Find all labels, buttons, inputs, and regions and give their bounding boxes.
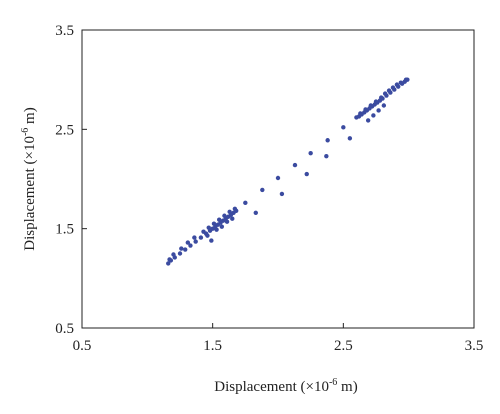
- data-points: [166, 77, 410, 266]
- data-point: [341, 125, 346, 130]
- data-point: [279, 191, 285, 197]
- data-point: [403, 77, 409, 82]
- data-point: [232, 206, 238, 211]
- data-point: [381, 103, 387, 108]
- data-point: [382, 91, 388, 96]
- x-tick-label: 0.5: [73, 338, 92, 354]
- data-point: [371, 113, 376, 118]
- y-tick-label: 3.5: [55, 23, 74, 39]
- data-point: [198, 235, 204, 240]
- data-point: [188, 243, 193, 248]
- data-point: [243, 200, 248, 206]
- data-point: [179, 246, 184, 251]
- data-point: [230, 216, 235, 221]
- data-point: [214, 227, 219, 232]
- data-point: [171, 252, 176, 257]
- data-point: [325, 138, 330, 143]
- data-point: [217, 217, 222, 222]
- data-point: [358, 111, 363, 116]
- x-axis-title: Displacement (×10-6 m): [214, 377, 357, 395]
- data-point: [192, 235, 197, 240]
- data-point: [386, 88, 392, 93]
- data-point: [167, 257, 172, 262]
- data-point: [183, 247, 188, 252]
- data-point: [347, 136, 353, 141]
- y-tick-label: 2.5: [55, 122, 74, 138]
- data-point: [398, 80, 404, 85]
- data-point: [166, 261, 171, 266]
- data-point: [304, 171, 309, 177]
- data-point: [368, 103, 373, 108]
- data-point: [379, 95, 384, 100]
- x-tick-label: 1.5: [203, 338, 222, 354]
- x-tick-label: 2.5: [334, 338, 353, 354]
- data-point: [209, 238, 214, 243]
- data-point: [177, 251, 183, 256]
- x-axis: 0.5 1.5 2.5 3.5: [73, 323, 484, 354]
- data-point: [224, 219, 230, 224]
- data-point: [201, 229, 206, 234]
- data-point: [219, 224, 225, 229]
- x-tick-label: 3.5: [465, 338, 484, 354]
- data-point: [292, 162, 298, 168]
- data-point: [211, 221, 217, 226]
- data-point: [193, 239, 198, 244]
- y-tick-label: 0.5: [55, 321, 74, 337]
- data-point: [260, 187, 265, 193]
- y-tick-label: 1.5: [55, 222, 74, 238]
- y-axis-title: Displacement (×10-6 m): [20, 107, 38, 250]
- data-point: [394, 82, 400, 87]
- data-point: [365, 118, 371, 123]
- data-point: [205, 233, 210, 238]
- data-point: [324, 153, 329, 159]
- data-point: [363, 107, 368, 112]
- data-point: [373, 99, 379, 104]
- data-point: [390, 85, 396, 90]
- plot-frame: [81, 29, 475, 329]
- data-point: [206, 225, 211, 230]
- data-point: [308, 150, 313, 156]
- y-axis: 0.5 1.5 2.5 3.5: [55, 23, 87, 337]
- data-point: [185, 240, 191, 245]
- data-point: [222, 213, 227, 218]
- data-point: [376, 108, 381, 113]
- data-point: [354, 115, 359, 120]
- data-point: [227, 209, 232, 214]
- data-point: [275, 175, 281, 181]
- data-point: [253, 210, 258, 215]
